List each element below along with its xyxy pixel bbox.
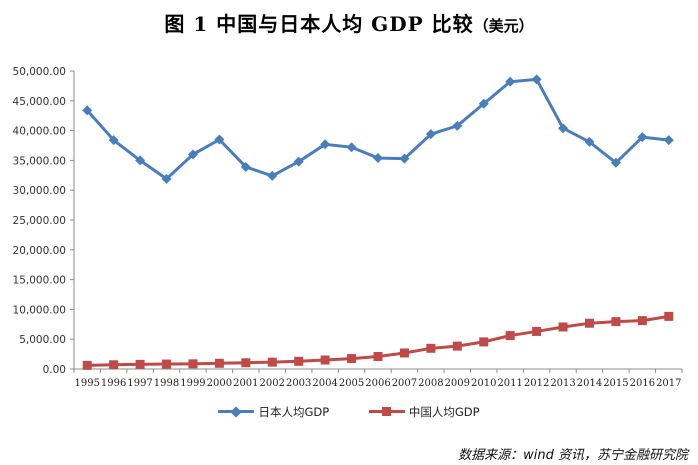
- x-tick-label: 2009: [445, 377, 470, 389]
- data-point-japan: [346, 142, 357, 153]
- data-point-china: [267, 357, 277, 367]
- x-tick-label: 2012: [524, 377, 549, 389]
- data-point-japan: [505, 76, 516, 87]
- data-point-china: [611, 317, 621, 327]
- data-point-china: [320, 355, 330, 365]
- data-point-japan: [187, 149, 198, 160]
- line-chart: 0.00 5,000.00 10,000.00 15,000.00 20,000.00 2…: [13, 66, 683, 389]
- y-tick-label: 20,000.00: [13, 245, 66, 257]
- chart-title-unit: （美元）: [473, 17, 534, 35]
- data-point-japan: [214, 134, 225, 145]
- legend-item-japan: 日本人均GDP: [218, 404, 329, 420]
- x-tick-label: 2011: [497, 377, 522, 389]
- data-point-japan: [267, 170, 278, 181]
- data-point-japan: [161, 173, 172, 184]
- data-point-china: [188, 359, 198, 369]
- data-point-china: [637, 316, 647, 326]
- data-point-china: [373, 351, 383, 361]
- y-tick-label: 0.00: [43, 364, 66, 376]
- x-tick-label: 1998: [154, 377, 179, 389]
- x-tick-label: 1997: [127, 377, 152, 389]
- data-point-japan: [82, 105, 93, 116]
- x-tick-label: 2000: [207, 377, 232, 389]
- data-point-japan: [531, 74, 542, 85]
- data-point-china: [532, 326, 542, 336]
- x-tick-label: 1999: [180, 377, 205, 389]
- y-tick-label: 10,000.00: [13, 304, 66, 316]
- y-tick-label: 5,000.00: [19, 334, 66, 346]
- x-tick-label: 2004: [312, 377, 338, 389]
- y-tick-label: 25,000.00: [13, 215, 66, 227]
- data-point-japan: [320, 139, 331, 150]
- data-point-china: [347, 354, 357, 364]
- y-tick-label: 15,000.00: [13, 275, 66, 287]
- y-tick-label: 50,000.00: [13, 66, 66, 78]
- data-point-japan: [452, 120, 463, 131]
- x-tick-label: 2008: [418, 377, 443, 389]
- data-point-china: [399, 348, 409, 358]
- x-tick-label: 2002: [260, 377, 285, 389]
- x-tick-label: 2001: [233, 377, 258, 389]
- legend-marker-diamond-icon: [230, 405, 243, 418]
- x-tick-label: 2015: [603, 377, 628, 389]
- chart-legend: 日本人均GDP 中国人均GDP: [0, 402, 698, 420]
- data-point-japan: [135, 155, 146, 166]
- data-point-china: [584, 318, 594, 328]
- source-note: 数据来源：wind 资讯，苏宁金融研究院: [458, 448, 688, 463]
- data-point-japan: [478, 98, 489, 109]
- chart-title-main: 图 1 中国与日本人均 GDP 比较: [164, 12, 474, 36]
- y-tick-label: 30,000.00: [13, 185, 66, 197]
- data-point-china: [479, 337, 489, 347]
- data-point-japan: [663, 135, 674, 146]
- data-point-china: [294, 356, 304, 366]
- x-tick-label: 2006: [365, 377, 391, 389]
- x-tick-label: 1995: [75, 377, 100, 389]
- x-tick-label: 2007: [392, 377, 417, 389]
- data-point-japan: [399, 153, 410, 164]
- data-point-japan: [240, 161, 251, 172]
- data-point-china: [214, 358, 224, 368]
- data-point-japan: [108, 135, 119, 146]
- data-point-china: [135, 359, 145, 369]
- data-point-china: [109, 360, 119, 370]
- series-line-japan: [86, 77, 669, 181]
- data-point-china: [162, 359, 172, 369]
- y-tick-label: 35,000.00: [13, 155, 66, 167]
- data-point-japan: [558, 123, 569, 134]
- chart-title: 图 1 中国与日本人均 GDP 比较（美元）: [0, 8, 698, 37]
- x-tick-label: 2016: [630, 377, 656, 389]
- x-tick-label: 2014: [577, 377, 603, 389]
- legend-marker-square-icon: [381, 407, 391, 416]
- x-tick-label: 2013: [550, 377, 575, 389]
- data-point-japan: [293, 156, 304, 167]
- data-point-japan: [637, 132, 648, 143]
- legend-line-china: [368, 407, 405, 416]
- x-tick-label: 1996: [101, 377, 127, 389]
- data-point-china: [558, 322, 568, 332]
- data-point-japan: [610, 157, 621, 168]
- x-tick-label: 2005: [339, 377, 364, 389]
- legend-item-china: 中国人均GDP: [368, 404, 480, 420]
- legend-line-japan: [218, 405, 255, 418]
- data-point-china: [241, 358, 251, 368]
- legend-label-china: 中国人均GDP: [408, 404, 480, 419]
- data-point-china: [452, 341, 462, 351]
- x-tick-label: 2010: [471, 377, 496, 389]
- y-tick-label: 45,000.00: [13, 96, 66, 108]
- legend-label-japan: 日本人均GDP: [258, 404, 330, 419]
- y-tick-label: 40,000.00: [13, 126, 66, 138]
- data-point-japan: [373, 153, 383, 164]
- data-point-japan: [584, 136, 595, 147]
- data-point-china: [505, 331, 515, 341]
- x-tick-label: 2017: [656, 377, 681, 389]
- data-point-china: [664, 311, 674, 321]
- x-tick-label: 2003: [286, 377, 311, 389]
- data-point-china: [426, 343, 436, 353]
- data-point-china: [82, 360, 92, 370]
- data-point-japan: [425, 129, 436, 140]
